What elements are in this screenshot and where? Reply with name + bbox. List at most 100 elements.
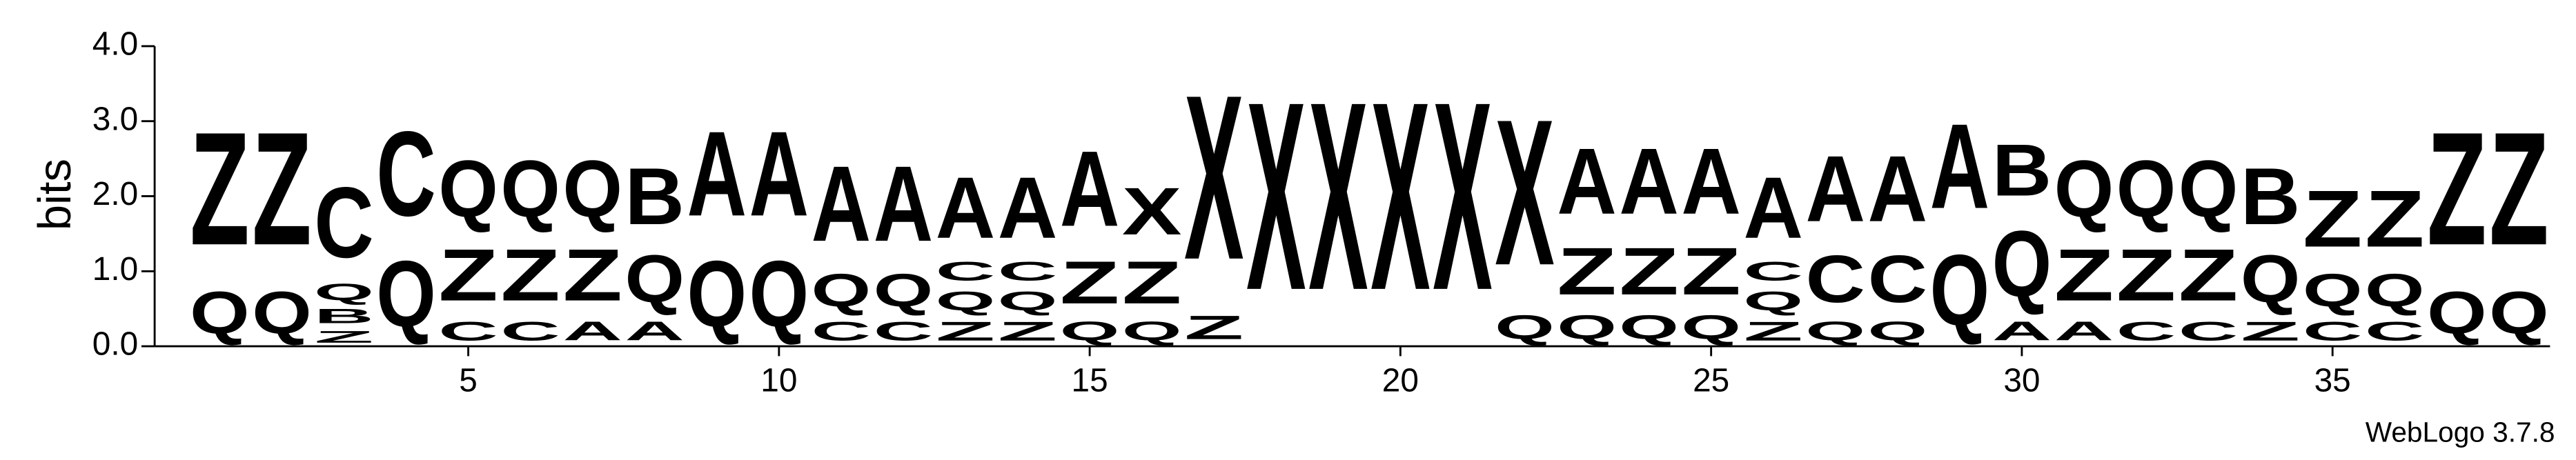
logo-letter: C xyxy=(874,316,933,346)
logo-letter: X xyxy=(1246,46,1306,346)
logo-letter: A xyxy=(687,106,747,241)
x-tick-label: 5 xyxy=(459,362,478,399)
logo-letter: C xyxy=(936,256,995,286)
logo-letter: Q xyxy=(2427,279,2486,347)
logo-letter: Q xyxy=(1681,309,1740,346)
logo-letter: A xyxy=(1868,137,1927,241)
logo-letter: Z xyxy=(1681,234,1740,309)
logo-letter: X xyxy=(1184,46,1244,309)
logo-letter: C xyxy=(2179,316,2238,346)
logo-letter: Q xyxy=(252,279,311,347)
logo-letter: Z xyxy=(2303,174,2362,264)
logo-letter: Q xyxy=(2489,279,2548,347)
logo-letter: Z xyxy=(1557,234,1616,309)
logo-letter: Q xyxy=(2179,144,2238,234)
logo-letter: A xyxy=(1060,129,1119,249)
logo-letter: Z xyxy=(2241,316,2300,346)
logo-letter: A xyxy=(1806,137,1865,241)
logo-letter: A xyxy=(1681,130,1740,234)
logo-letter: A xyxy=(1992,316,2052,346)
logo-letter: Q xyxy=(376,241,435,346)
logo-letter: Q xyxy=(1806,317,1865,347)
logo-letter: A xyxy=(1743,159,1802,257)
logo-letter: Q xyxy=(1060,317,1119,347)
x-tick-label: 20 xyxy=(1382,362,1419,399)
logo-letter: Q xyxy=(2241,241,2300,317)
logo-letter: Q xyxy=(1619,309,1678,346)
logo-letter: Q xyxy=(1992,212,2052,317)
logo-letter: Q xyxy=(190,279,249,347)
logo-letter: A xyxy=(936,159,995,257)
logo-letter: Z xyxy=(562,233,622,316)
logo-letter: A xyxy=(1557,130,1616,234)
logo-letter: Z xyxy=(1743,316,1802,346)
logo-letter: C xyxy=(500,316,560,346)
logo-letter: Q xyxy=(749,241,809,346)
logo-letter: Q xyxy=(1557,309,1616,346)
logo-letter: Q xyxy=(812,264,871,317)
x-tick-label: 10 xyxy=(760,362,797,399)
logo-letter: X xyxy=(1370,46,1430,346)
logo-letter: A xyxy=(2054,316,2114,346)
logo-letter: Q xyxy=(874,264,933,317)
logo-letter: Z xyxy=(998,316,1057,346)
y-tick-label: 3.0 xyxy=(92,101,138,137)
logo-letter: A xyxy=(562,316,622,346)
logo-letter: Z xyxy=(936,316,995,346)
logo-letter: A xyxy=(998,159,1057,257)
logo-letter: Q xyxy=(1868,317,1927,347)
logo-letter: Z xyxy=(2116,233,2176,316)
logo-letter: Z xyxy=(252,99,311,279)
logo-letter: X xyxy=(1495,77,1554,310)
logo-letter: Q xyxy=(314,279,373,306)
logo-letter: Q xyxy=(2054,144,2114,234)
x-tick-label: 25 xyxy=(1693,362,1729,399)
y-tick-label: 0.0 xyxy=(92,326,138,363)
logo-letter: Z xyxy=(438,233,498,316)
logo-letter: A xyxy=(874,144,933,264)
logo-letter: A xyxy=(625,316,685,346)
logo-letter: Z xyxy=(2179,233,2238,316)
y-tick-label: 2.0 xyxy=(92,176,138,212)
logo-letter: B xyxy=(1992,129,2052,212)
logo-letter: A xyxy=(749,106,809,241)
logo-letter: Z xyxy=(1122,248,1181,316)
logo-letter: Q xyxy=(1122,317,1181,347)
logo-letter: Z xyxy=(314,328,373,346)
logo-letter: Z xyxy=(2365,174,2424,264)
logo-letter: Q xyxy=(1743,286,1802,317)
logo-letter: C xyxy=(314,167,373,279)
logo-letter: Z xyxy=(1060,248,1119,316)
y-tick-label: 1.0 xyxy=(92,251,138,288)
logo-letter: Z xyxy=(1184,309,1243,346)
logo-letter: A xyxy=(812,144,871,264)
logo-letter: B xyxy=(314,305,373,328)
y-tick-label: 4.0 xyxy=(92,26,138,63)
logo-letter: C xyxy=(1806,241,1865,317)
logo-letter: Q xyxy=(687,241,747,346)
logo-letter: Q xyxy=(1495,309,1554,346)
logo-letter: C xyxy=(2303,316,2362,346)
logo-letter: B xyxy=(625,152,685,241)
logo-letter: Z xyxy=(2054,233,2114,316)
logo-letter: A xyxy=(1930,99,1989,234)
x-tick-label: 15 xyxy=(1072,362,1108,399)
logo-letter: Q xyxy=(936,286,995,317)
logo-letter: B xyxy=(2241,152,2300,241)
logo-letter: Q xyxy=(2365,264,2424,317)
logo-letter: X xyxy=(1122,174,1181,249)
logo-letter: Q xyxy=(998,286,1057,317)
logo-letter: Q xyxy=(562,144,622,234)
logo-letter: Z xyxy=(190,99,249,279)
logo-letter: Q xyxy=(1930,233,1989,346)
logo-letter: C xyxy=(1868,241,1927,317)
logo-letter: C xyxy=(376,106,435,241)
y-axis-label: bits xyxy=(29,159,81,230)
logo-letter: Z xyxy=(500,233,560,316)
logo-letter: C xyxy=(2365,316,2424,346)
logo-letter: Q xyxy=(625,241,685,317)
logo-letter: Z xyxy=(2427,99,2486,279)
logo-letter: C xyxy=(1743,256,1802,286)
